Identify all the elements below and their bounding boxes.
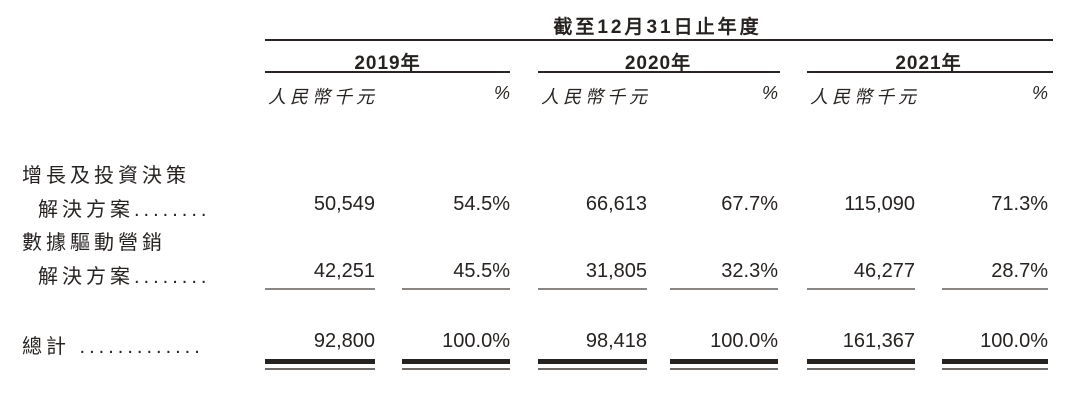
cell-total-2019-amount: 92,800 [313, 330, 375, 352]
cell-total-2020-amount: 98,418 [585, 330, 647, 352]
cell-marketing-2019-percent: 45.5% [453, 260, 510, 282]
cell-marketing-2020-amount: 31,805 [585, 260, 647, 282]
year-rule-2021 [807, 71, 1053, 73]
year-rule-2020 [538, 71, 780, 73]
row-marketing-label-line2: 解決方案........ [38, 266, 211, 288]
subtotal-underline-2020-amount [538, 288, 647, 290]
cell-growth-2021-percent: 71.3% [991, 193, 1048, 215]
unit-label-2019: 人民幣千元 [268, 87, 378, 107]
cell-marketing-2020-percent: 32.3% [721, 260, 778, 282]
total-double-underline-2020-percent [670, 359, 778, 370]
year-rule-2019 [265, 71, 510, 73]
cell-total-2021-amount: 161,367 [842, 330, 915, 352]
cell-marketing-2021-amount: 46,277 [853, 260, 915, 282]
cell-growth-2019-percent: 54.5% [453, 193, 510, 215]
total-double-underline-2019-amount [265, 359, 375, 370]
total-double-underline-2020-amount [538, 359, 647, 370]
total-row-label: 總計 ............. [22, 336, 204, 358]
total-double-underline-2021-percent [942, 359, 1048, 370]
subtotal-underline-2021-percent [942, 288, 1048, 290]
cell-growth-2021-amount: 115,090 [844, 193, 915, 215]
cell-total-2021-percent: 100.0% [980, 330, 1048, 352]
percent-label-2020: % [761, 83, 778, 103]
unit-label-2021: 人民幣千元 [810, 87, 920, 107]
subtotal-underline-2021-amount [807, 288, 915, 290]
cell-total-2020-percent: 100.0% [710, 330, 778, 352]
cell-marketing-2021-percent: 28.7% [991, 260, 1048, 282]
total-double-underline-2021-amount [807, 359, 915, 370]
cell-growth-2019-amount: 50,549 [313, 193, 375, 215]
row-growth-label-line1: 增長及投資決策 [22, 165, 190, 187]
year-header-2021: 2021年 [895, 53, 962, 74]
cell-total-2019-percent: 100.0% [442, 330, 510, 352]
percent-label-2021: % [1031, 83, 1048, 103]
total-double-underline-2019-percent [402, 359, 510, 370]
year-header-2019: 2019年 [354, 53, 421, 74]
period-header-rule [265, 39, 1053, 41]
subtotal-underline-2019-percent [402, 288, 510, 290]
cell-marketing-2019-amount: 42,251 [313, 260, 375, 282]
percent-label-2019: % [493, 83, 510, 103]
row-growth-label-line2: 解決方案........ [38, 199, 211, 221]
year-header-2020: 2020年 [624, 53, 692, 74]
cell-growth-2020-amount: 66,613 [585, 193, 647, 215]
subtotal-underline-2020-percent [670, 288, 778, 290]
subtotal-underline-2019-amount [265, 288, 375, 290]
unit-label-2020: 人民幣千元 [541, 87, 651, 107]
cell-growth-2020-percent: 67.7% [721, 193, 778, 215]
period-header: 截至12月31日止年度 [553, 17, 762, 38]
row-marketing-label-line1: 數據驅動營銷 [22, 232, 166, 254]
